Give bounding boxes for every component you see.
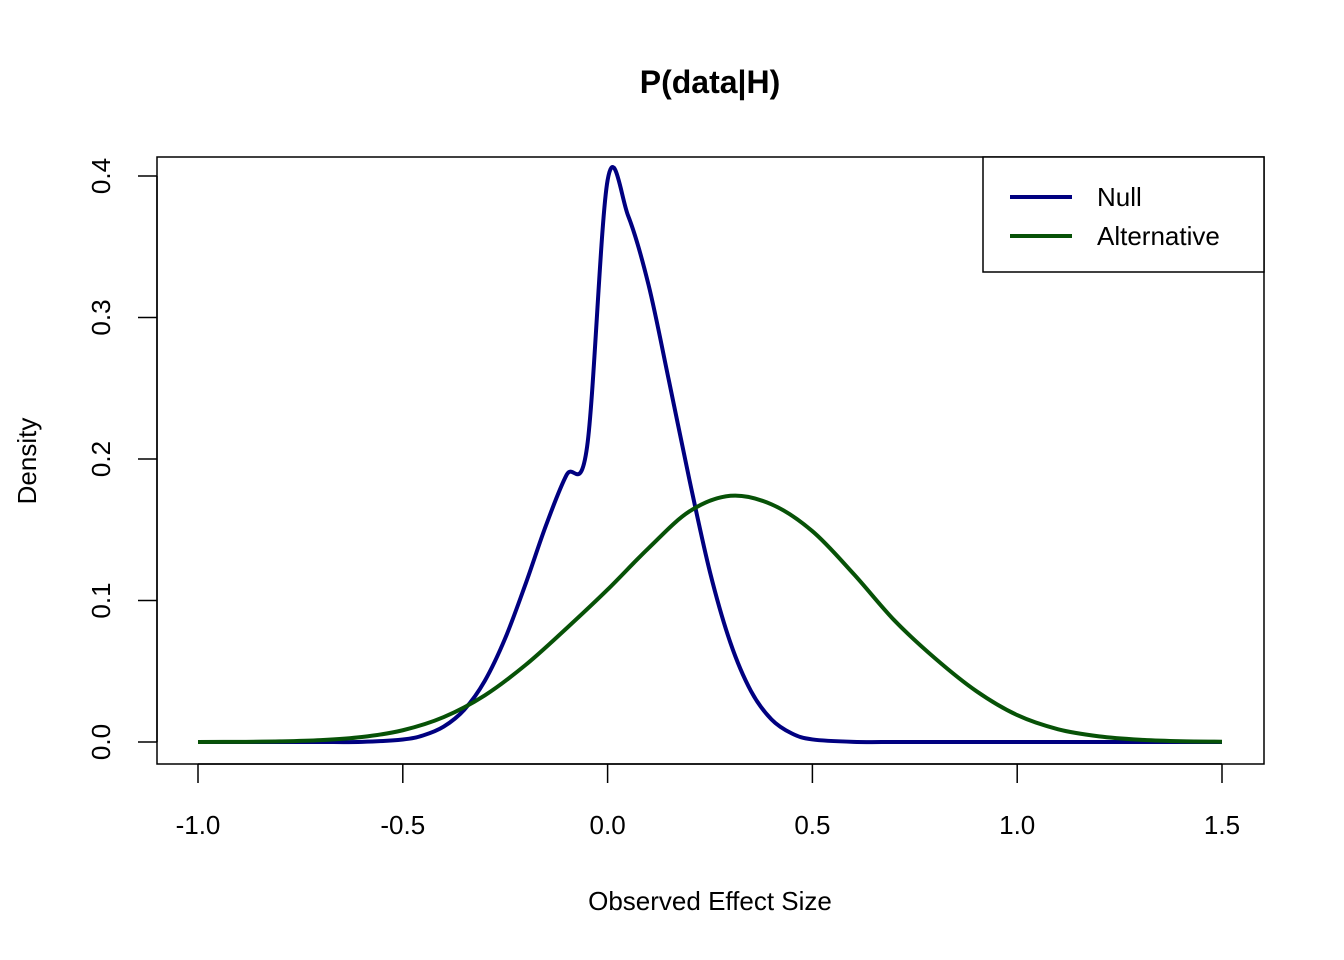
legend-box	[982, 156, 1265, 273]
legend-label-null: Null	[1097, 182, 1142, 212]
y-tick-label: 0.0	[86, 724, 116, 760]
x-axis: -1.0 -0.5 0.0 0.5 1.0 1.5	[176, 763, 1240, 840]
x-tick-label: 1.5	[1204, 810, 1240, 840]
y-axis: 0.0 0.1 0.2 0.3 0.4	[86, 158, 158, 760]
y-tick-label: 0.2	[86, 441, 116, 477]
x-tick-label: 0.5	[794, 810, 830, 840]
series-line-alternative	[197, 493, 1223, 744]
y-axis-label: Density	[12, 418, 42, 505]
x-tick-label: 0.0	[590, 810, 626, 840]
chart-title: P(data|H)	[640, 64, 781, 100]
x-tick-label: 1.0	[999, 810, 1035, 840]
legend: Null Alternative	[982, 156, 1265, 273]
x-tick-label: -1.0	[176, 810, 221, 840]
y-tick-label: 0.1	[86, 582, 116, 618]
x-axis-label: Observed Effect Size	[588, 886, 832, 916]
x-tick-label: -0.5	[380, 810, 425, 840]
series-line-null	[197, 165, 1222, 745]
y-tick-label: 0.3	[86, 299, 116, 335]
legend-label-alternative: Alternative	[1097, 221, 1220, 251]
series-layer	[197, 165, 1223, 745]
y-tick-label: 0.4	[86, 158, 116, 194]
